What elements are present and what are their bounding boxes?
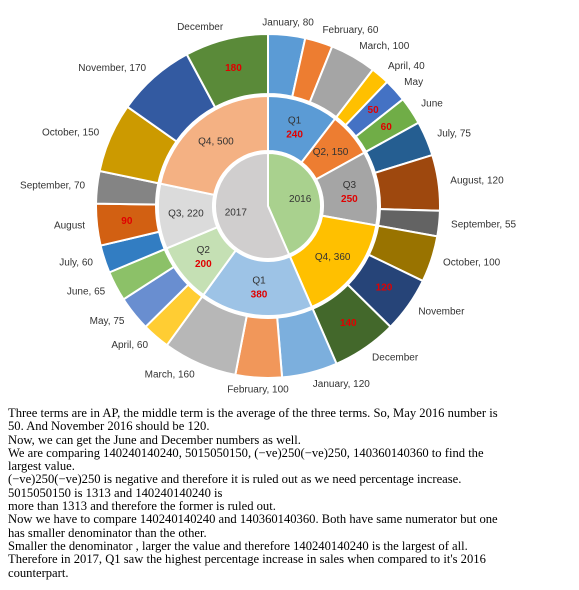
quarter-slice	[159, 94, 269, 196]
explanation: Three terms are in AP, the middle term i…	[8, 406, 498, 580]
month-label: May	[404, 77, 423, 88]
quarter-label: Q3	[343, 180, 357, 191]
month-label: July, 60	[59, 257, 93, 268]
quarter-label: Q4, 360	[315, 252, 351, 263]
explanation-line: Three terms are in AP, the middle term i…	[8, 406, 498, 420]
year-label: 2016	[289, 194, 312, 205]
month-value: 90	[121, 216, 133, 227]
month-value: 120	[376, 283, 393, 294]
quarter-value: 200	[195, 259, 212, 270]
month-label: September, 55	[451, 219, 516, 230]
month-label: June, 65	[67, 286, 106, 297]
chart: 2016 2017 Q1 240 Q2, 150 Q3 250 Q4, 360 Q1 380 Q2 2…	[20, 18, 516, 396]
month-label: February, 60	[322, 25, 378, 36]
month-label: January, 80	[262, 18, 314, 29]
explanation-line: 5015050150 is 1313 and 140240140240 is	[8, 485, 223, 500]
month-label: November	[418, 307, 465, 318]
quarter-value: 250	[341, 194, 358, 205]
month-label: April, 40	[388, 61, 425, 72]
month-label: March, 100	[359, 41, 409, 52]
explanation-line: We are comparing 140240140240, 501505015…	[8, 445, 484, 460]
month-label: November, 170	[78, 63, 146, 74]
explanation-line: counterpart.	[8, 565, 69, 580]
month-label: January, 120	[313, 379, 371, 390]
quarter-label: Q2, 150	[313, 147, 349, 158]
explanation-line: more than 1313 and therefore the former …	[8, 499, 276, 514]
quarter-label: Q4, 500	[198, 137, 234, 148]
month-label: August, 120	[450, 176, 504, 187]
month-label: July, 75	[437, 128, 471, 139]
quarter-label: Q1	[288, 116, 302, 127]
quarter-value: 240	[286, 130, 303, 141]
quarter-label: Q3, 220	[168, 209, 204, 220]
quarter-value: 380	[251, 290, 268, 301]
month-label: December	[372, 352, 419, 363]
month-label: June	[421, 99, 443, 110]
explanation-line: Smaller the denominator , larger the val…	[8, 538, 468, 553]
month-label: March, 160	[145, 369, 195, 380]
month-value: 50	[368, 105, 380, 116]
explanation-line: (−ve)250(−ve)250 is negative and therefo…	[8, 472, 462, 487]
explanation-line: largest value.	[8, 459, 75, 474]
month-label: May, 75	[90, 316, 125, 327]
year-label: 2017	[225, 207, 248, 218]
year-slice	[214, 151, 291, 260]
quarter-label: Q1	[252, 276, 266, 287]
explanation-line: has smaller denominator than the other.	[8, 525, 207, 540]
month-label: December	[177, 22, 224, 33]
month-value: 140	[340, 318, 357, 329]
month-value: 180	[225, 63, 242, 74]
explanation-line: 50. And November 2016 should be 120.	[8, 419, 210, 434]
month-slice	[185, 32, 269, 109]
explanation-line: Now, we can get the June and December nu…	[8, 432, 301, 447]
month-label: April, 60	[111, 340, 148, 351]
explanation-line: Therefore in 2017, Q1 saw the highest pe…	[8, 552, 486, 567]
month-label: October, 150	[42, 127, 100, 138]
month-value: 60	[381, 122, 393, 133]
year-slice	[267, 151, 322, 256]
explanation-line: Now we have to compare 140240140240 and …	[8, 512, 498, 527]
month-label: February, 100	[227, 384, 289, 395]
month-label: August	[54, 221, 85, 232]
month-label: October, 100	[443, 257, 501, 268]
month-label: September, 70	[20, 181, 85, 192]
quarter-label: Q2	[197, 245, 211, 256]
